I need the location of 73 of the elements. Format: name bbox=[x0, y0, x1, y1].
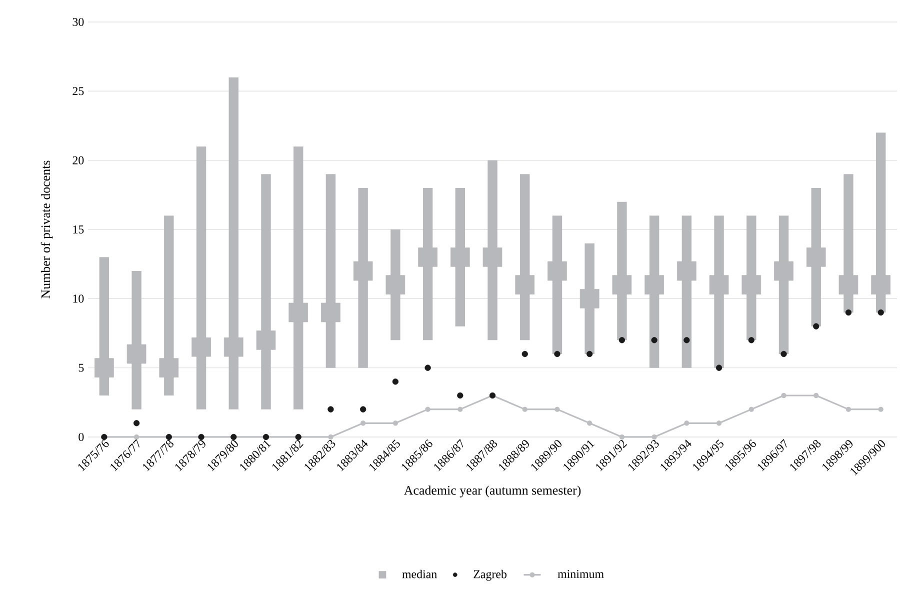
point bbox=[845, 309, 852, 316]
point bbox=[328, 406, 334, 412]
y-tick-label: 20 bbox=[72, 156, 84, 164]
point bbox=[133, 420, 140, 426]
point bbox=[813, 323, 820, 330]
y-tick-label: 15 bbox=[73, 225, 84, 234]
point bbox=[846, 406, 852, 412]
point bbox=[677, 261, 696, 281]
point bbox=[134, 434, 140, 440]
y-axis-title: Number of private docents bbox=[40, 160, 53, 298]
point bbox=[774, 261, 794, 281]
point bbox=[554, 406, 560, 412]
point bbox=[716, 420, 722, 426]
point bbox=[586, 420, 592, 426]
point bbox=[644, 275, 664, 294]
point bbox=[424, 364, 431, 371]
point bbox=[806, 247, 826, 267]
point bbox=[612, 275, 632, 294]
point bbox=[353, 261, 373, 281]
y-tick-label: 0 bbox=[78, 432, 84, 442]
point bbox=[482, 247, 502, 267]
point bbox=[780, 350, 787, 358]
point bbox=[871, 275, 890, 294]
point bbox=[224, 337, 244, 357]
point bbox=[392, 420, 398, 426]
point bbox=[709, 275, 729, 294]
point bbox=[716, 364, 722, 371]
point bbox=[651, 337, 658, 344]
point bbox=[684, 420, 690, 426]
point bbox=[159, 358, 179, 378]
point bbox=[450, 247, 470, 267]
point bbox=[748, 337, 754, 344]
point bbox=[126, 344, 146, 364]
point bbox=[457, 392, 464, 399]
y-tick-label: 30 bbox=[72, 18, 84, 26]
point bbox=[515, 275, 535, 294]
point bbox=[878, 406, 884, 412]
point bbox=[619, 434, 625, 440]
point bbox=[418, 247, 438, 267]
point bbox=[618, 337, 626, 344]
point bbox=[814, 392, 819, 398]
point bbox=[94, 358, 114, 378]
point bbox=[652, 434, 657, 440]
point bbox=[192, 337, 211, 357]
point bbox=[425, 406, 430, 412]
point bbox=[522, 350, 528, 358]
point bbox=[321, 302, 340, 322]
point bbox=[458, 406, 463, 412]
point bbox=[256, 330, 276, 350]
point bbox=[522, 406, 528, 412]
point bbox=[878, 309, 884, 316]
point bbox=[360, 406, 366, 412]
point bbox=[781, 392, 786, 398]
point bbox=[742, 275, 762, 294]
legend-label: Zagreb bbox=[474, 570, 506, 581]
point bbox=[328, 434, 334, 440]
y-tick-label: 5 bbox=[78, 364, 84, 372]
point bbox=[684, 337, 690, 344]
point bbox=[360, 420, 366, 426]
point bbox=[548, 261, 567, 281]
legend-label: median bbox=[402, 570, 437, 578]
point bbox=[586, 350, 593, 358]
y-tick-label: 10 bbox=[73, 294, 84, 303]
point bbox=[386, 275, 406, 294]
legend-label: minimum bbox=[558, 570, 604, 578]
point bbox=[554, 350, 560, 358]
y-tick-label: 25 bbox=[72, 87, 84, 96]
point bbox=[838, 275, 858, 294]
point bbox=[580, 288, 600, 308]
point bbox=[748, 406, 754, 412]
point bbox=[288, 302, 308, 322]
x-axis-title: Academic year (autumn semester) bbox=[404, 486, 581, 498]
point bbox=[392, 378, 399, 385]
